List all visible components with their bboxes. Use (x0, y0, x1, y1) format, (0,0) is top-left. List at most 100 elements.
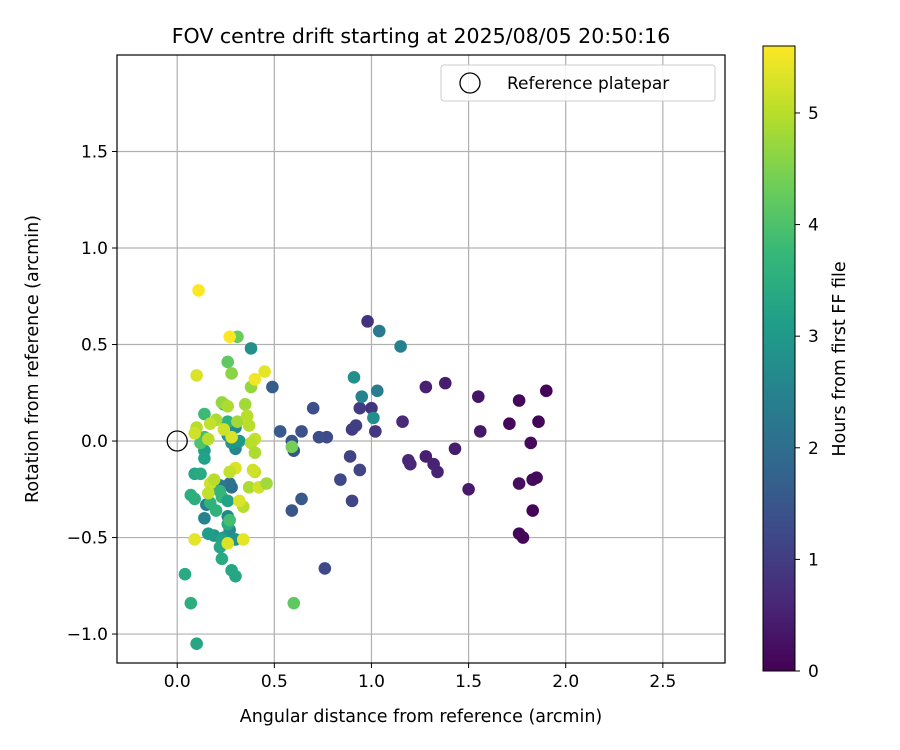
data-point (221, 537, 235, 550)
data-point (233, 494, 246, 508)
data-point (246, 463, 260, 477)
data-point (266, 380, 279, 394)
data-point (367, 411, 380, 425)
x-tick-label: 0.0 (164, 672, 191, 692)
data-point (526, 473, 539, 486)
reference-point-marker (166, 430, 188, 452)
data-point (431, 465, 444, 479)
data-point (242, 419, 256, 432)
data-point (223, 330, 236, 344)
data-point (221, 399, 235, 413)
data-point (287, 596, 301, 610)
data-point (318, 562, 332, 575)
data-point (312, 430, 326, 444)
data-point (503, 417, 516, 430)
data-point (215, 552, 229, 566)
data-point (539, 384, 553, 398)
colorbar-tick-label: 0 (808, 662, 819, 682)
data-points (178, 284, 553, 650)
chart-title: FOV centre drift starting at 2025/08/05 … (172, 24, 671, 48)
data-point (203, 417, 217, 430)
y-tick-label: 1.0 (81, 239, 108, 259)
data-point (178, 567, 192, 581)
data-point (258, 365, 271, 378)
data-point (201, 432, 215, 446)
colorbar-tick-label: 4 (808, 216, 819, 236)
legend-entry-reference-platepar: Reference platepar (507, 74, 669, 94)
colorbar-tick-label: 5 (808, 104, 819, 124)
data-point (349, 419, 363, 432)
colorbar-tick-label: 2 (808, 439, 819, 459)
data-point (221, 355, 235, 369)
x-tick-label: 1.5 (455, 672, 482, 692)
grid (117, 55, 725, 663)
x-tick-label: 1.0 (358, 672, 385, 692)
legend-marker-circle (459, 72, 481, 94)
data-point (372, 324, 386, 338)
data-point (295, 425, 308, 438)
data-point (394, 340, 407, 353)
data-point (188, 533, 201, 546)
data-point (223, 513, 236, 527)
data-point (223, 465, 236, 479)
data-point (512, 394, 526, 407)
axis-ticks: 0.0 0.5 1.0 1.5 2.0 2.5 −1.0 −0.5 0.0 0.5 1.0 1.5 (67, 143, 677, 692)
data-point (188, 427, 201, 440)
data-point (240, 409, 254, 423)
legend: Reference platepar (440, 64, 716, 102)
colorbar-tick-label: 3 (808, 327, 819, 347)
data-point (370, 384, 384, 398)
data-point (365, 401, 378, 415)
y-tick-label: 1.5 (81, 143, 108, 163)
data-point (238, 398, 252, 411)
data-point (194, 467, 207, 481)
x-axis-label: Angular distance from reference (arcmin) (240, 707, 603, 727)
data-point (369, 425, 382, 438)
colorbar-ticks: 0 1 2 3 4 5 (795, 104, 819, 682)
data-point (334, 473, 347, 486)
x-tick-label: 0.5 (261, 672, 288, 692)
data-point (198, 511, 211, 525)
colorbar-gradient (762, 45, 796, 672)
data-point (225, 430, 238, 444)
data-point (198, 452, 211, 465)
y-tick-label: 0.5 (81, 336, 108, 356)
colorbar-tick-label: 1 (808, 550, 819, 570)
data-point (229, 569, 242, 583)
data-point (343, 450, 357, 463)
y-tick-label: 0.0 (81, 432, 108, 452)
data-point (419, 380, 433, 394)
data-point (201, 486, 215, 500)
data-point (190, 637, 203, 650)
data-point (198, 407, 211, 421)
data-point (260, 477, 273, 490)
data-point (190, 369, 203, 382)
y-tick-label: −0.5 (67, 529, 108, 549)
data-point (448, 442, 462, 456)
data-point (404, 457, 417, 471)
data-point (353, 401, 367, 415)
data-point (438, 376, 452, 390)
data-point (248, 372, 262, 386)
data-point (419, 450, 433, 463)
data-point (306, 401, 320, 415)
data-point (353, 463, 367, 477)
y-tick-label: −1.0 (67, 625, 108, 645)
data-point (472, 390, 485, 403)
data-point (201, 527, 215, 540)
data-point (217, 423, 231, 436)
data-point (273, 425, 287, 438)
data-point (207, 473, 221, 486)
x-tick-label: 2.5 (649, 672, 676, 692)
data-point (188, 492, 201, 506)
data-point (184, 596, 198, 610)
data-point (248, 446, 262, 459)
colorbar-label: Hours from first FF file (830, 261, 850, 456)
data-point (236, 533, 250, 546)
data-point (345, 494, 359, 508)
data-point (192, 284, 205, 297)
data-point (223, 477, 236, 490)
data-point (295, 492, 308, 506)
data-point (225, 367, 238, 380)
